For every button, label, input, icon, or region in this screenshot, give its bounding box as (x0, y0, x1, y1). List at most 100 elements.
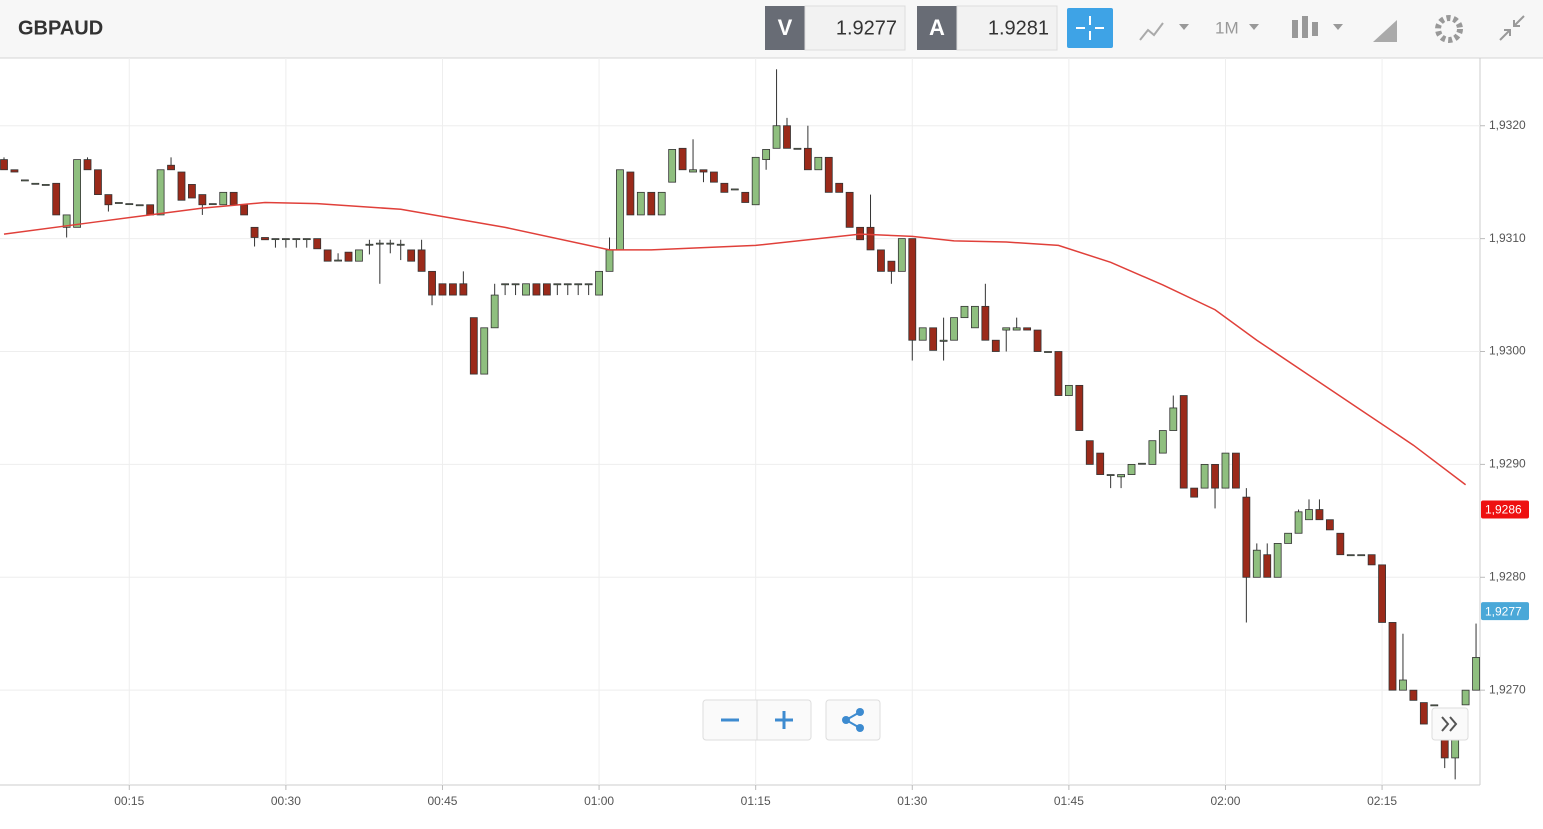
candle-body (1138, 462, 1146, 465)
candle-body (1232, 452, 1240, 489)
candle-body (897, 238, 906, 272)
candle-body (271, 238, 280, 241)
candle-body (1106, 474, 1115, 476)
candle-body (866, 226, 875, 251)
zoom-in[interactable] (775, 711, 793, 729)
candle-body (1346, 554, 1355, 557)
candle-body (355, 249, 363, 262)
candle-body (522, 283, 530, 296)
candle-body (783, 125, 791, 149)
candle-body (1075, 384, 1084, 431)
candle-body (114, 202, 123, 204)
line-type-icon[interactable] (1139, 22, 1164, 41)
candle-body (334, 259, 342, 262)
candle-body (146, 204, 155, 216)
grid: 1,9270 1,9280 1,9290 1,9300 1,9310 1,9320 00:1… (0, 58, 1526, 808)
candle-body (261, 237, 269, 241)
candle-body (939, 339, 948, 342)
candle-body (1399, 679, 1407, 691)
candle-body (553, 283, 562, 286)
candle-body (490, 294, 499, 329)
symbol: GBPAUD (18, 17, 103, 39)
buy-box (956, 5, 1058, 51)
candle-body (1190, 487, 1199, 498)
candle-body (1117, 474, 1125, 478)
candle-body (1242, 496, 1251, 578)
candle-body (1357, 554, 1366, 557)
y-tick-label: 1,9280 (1489, 569, 1526, 583)
candle-body (1263, 554, 1272, 578)
crosshair-button[interactable] (1067, 8, 1113, 48)
candle-body (396, 243, 405, 246)
buy-button[interactable] (917, 6, 957, 50)
candle-body (125, 203, 134, 206)
candle-body (156, 169, 165, 216)
candle-body (1305, 509, 1313, 521)
candle-body (240, 204, 249, 216)
candle-body (1325, 519, 1334, 531)
y-tick-label: 1,9300 (1489, 344, 1526, 358)
candle-body (678, 147, 687, 171)
scroll-right-button[interactable] (1431, 707, 1469, 741)
candle-body (1461, 689, 1470, 706)
candle-body (198, 194, 207, 206)
collapse-icon[interactable] (1499, 15, 1525, 41)
candle-body (762, 149, 771, 160)
candle-body (1211, 463, 1219, 489)
candle-body (0, 159, 8, 171)
y-tick-label: 1,9270 (1489, 682, 1526, 696)
candle-body (375, 242, 384, 245)
candle-body (511, 283, 520, 286)
candle-body (188, 184, 196, 199)
candle-body (605, 249, 614, 272)
y-tick-label: 1,9290 (1489, 457, 1526, 471)
price-tag (1481, 602, 1529, 621)
candle-body (438, 283, 447, 296)
candle-body (1388, 622, 1397, 691)
candle-body (428, 270, 436, 296)
candle-type-icon[interactable] (1292, 16, 1318, 38)
x-tick-label: 00:15 (114, 794, 144, 808)
candle-body (981, 305, 990, 341)
x-tick-label: 00:30 (271, 794, 301, 808)
candle-body (1033, 329, 1042, 352)
candle-body (710, 171, 718, 183)
candle-body (647, 191, 656, 216)
candle-body (1085, 440, 1094, 465)
candle-body (94, 169, 102, 195)
candle-body (1158, 430, 1167, 454)
candle-body (1023, 327, 1032, 331)
x-tick-label: 01:45 (1054, 794, 1084, 808)
candle-body (877, 249, 885, 272)
candle-body (1367, 554, 1376, 566)
candle-body (730, 188, 739, 191)
candle-body (250, 226, 259, 238)
crosshair-icon (1076, 16, 1104, 40)
sell-box (804, 5, 906, 51)
candle-body (417, 249, 426, 272)
timeframe[interactable]: 1M (1215, 18, 1239, 37)
share-button[interactable] (825, 699, 881, 741)
candle-body (574, 283, 583, 286)
candle-body (793, 147, 802, 150)
candle-body (177, 171, 186, 201)
candle-body (595, 270, 603, 296)
candle-body (219, 191, 228, 206)
candle-body (302, 238, 311, 241)
sell-price: 1.9277 (836, 17, 897, 39)
candle-body (365, 243, 374, 246)
draw-icon[interactable] (1373, 20, 1397, 42)
candle-body (344, 251, 353, 262)
x-tick-label: 01:15 (741, 794, 771, 808)
candle-body (469, 317, 478, 375)
candle-body (167, 164, 175, 171)
dropdown-arrow (1179, 24, 1189, 30)
sell-button[interactable] (765, 6, 805, 50)
candle-body (991, 339, 1000, 352)
price-tag-label: 1,9286 (1485, 503, 1522, 517)
settings-icon[interactable] (1435, 15, 1463, 43)
candle-body (1179, 395, 1188, 489)
candle-body (668, 149, 677, 183)
plot: 1,9286 1,9277 (0, 69, 1529, 780)
